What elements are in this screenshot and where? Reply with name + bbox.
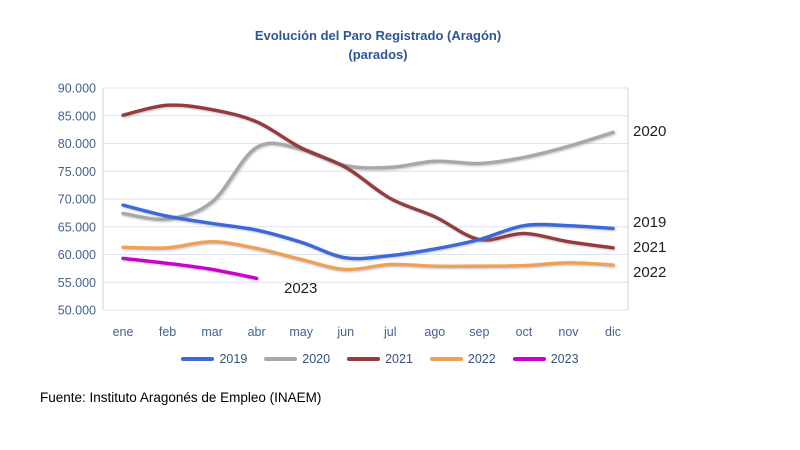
x-axis-tick-label: oct (516, 325, 533, 339)
x-axis-tick-label: jul (383, 325, 397, 339)
legend-item-2020: 2020 (264, 352, 330, 366)
x-axis-tick-label: ago (424, 325, 445, 339)
series-end-label-2020: 2020 (633, 123, 666, 140)
legend-label-2019: 2019 (219, 352, 248, 366)
y-axis-tick-label: 65.000 (58, 220, 96, 234)
legend-item-2023: 2023 (512, 352, 579, 366)
chart-title: Evolución del Paro Registrado (Aragón) (… (78, 26, 678, 64)
chart-legend: 2019 2020 2021 2022 2023 (0, 352, 760, 366)
legend-swatch-2023 (512, 357, 546, 361)
x-axis-tick-label: jun (336, 325, 354, 339)
series-end-label-2021: 2021 (633, 239, 666, 256)
x-axis-tick-label: mar (201, 325, 223, 339)
y-axis-tick-label: 90.000 (58, 82, 96, 96)
series-end-label-2019: 2019 (633, 214, 666, 231)
x-axis-tick-label: dic (605, 325, 621, 339)
y-axis-tick-label: 60.000 (58, 248, 96, 262)
legend-item-2021: 2021 (347, 352, 413, 366)
chart-title-line1: Evolución del Paro Registrado (Aragón) (254, 28, 502, 43)
legend-item-2019: 2019 (181, 352, 247, 366)
legend-label-2022: 2022 (467, 352, 496, 366)
legend-swatch-2019 (181, 357, 215, 361)
y-axis-tick-label: 50.000 (58, 304, 96, 318)
series-line-2023 (121, 256, 259, 281)
series-line-2022 (121, 240, 615, 272)
series-line-2020 (121, 130, 615, 222)
x-axis-tick-label: abr (248, 325, 266, 339)
series-line-2021 (121, 103, 615, 250)
legend-swatch-2022 (429, 357, 463, 361)
series-line-2019 (121, 203, 615, 261)
x-axis-tick-label: ene (113, 325, 134, 339)
series-end-label-2023: 2023 (284, 280, 317, 297)
y-axis-tick-label: 55.000 (58, 276, 96, 290)
x-axis-tick-label: feb (159, 325, 176, 339)
legend-swatch-2020 (264, 357, 298, 361)
x-axis-tick-label: may (289, 325, 313, 339)
x-axis-tick-label: nov (558, 325, 579, 339)
legend-swatch-2021 (347, 357, 381, 361)
y-axis-tick-label: 75.000 (58, 165, 96, 179)
y-axis-tick-label: 80.000 (58, 137, 96, 151)
chart-title-line2: (parados) (348, 47, 408, 62)
source-note: Fuente: Instituto Aragonés de Empleo (IN… (40, 390, 322, 405)
line-chart: 90.000 85.000 80.000 75.000 70.000 65.000 60.0… (58, 82, 667, 340)
y-axis-tick-label: 85.000 (58, 109, 96, 123)
legend-label-2020: 2020 (302, 352, 331, 366)
series-end-label-2022: 2022 (633, 264, 666, 281)
legend-label-2021: 2021 (385, 352, 413, 366)
legend-item-2022: 2022 (429, 352, 496, 366)
y-axis-tick-label: 70.000 (58, 193, 96, 207)
legend-label-2023: 2023 (550, 352, 579, 366)
x-axis-tick-label: sep (469, 325, 489, 339)
